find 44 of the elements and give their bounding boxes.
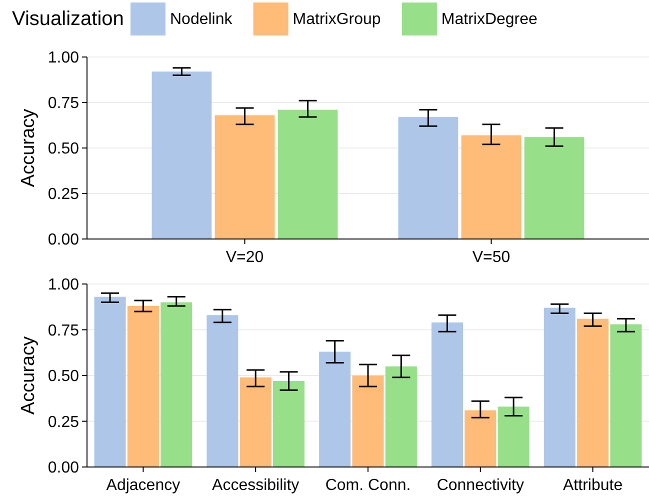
- y-tick-label: 1.00: [48, 276, 80, 294]
- bar: [127, 306, 159, 467]
- x-tick-label: Attribute: [563, 477, 623, 494]
- bar: [206, 315, 238, 467]
- bar: [160, 302, 192, 467]
- bar: [498, 406, 530, 467]
- y-tick-label: 0.50: [48, 140, 80, 158]
- bar: [385, 366, 417, 467]
- y-tick-label: 0.75: [48, 95, 80, 112]
- bar: [524, 137, 584, 239]
- legend-label: MatrixGroup: [292, 11, 381, 28]
- bar: [461, 135, 522, 239]
- bar: [610, 324, 642, 467]
- y-tick-label: 0.00: [48, 460, 80, 477]
- y-axis-title: Accuracy: [18, 108, 39, 188]
- bar: [240, 377, 272, 467]
- y-tick-label: 0.50: [48, 368, 80, 386]
- bar: [398, 117, 458, 239]
- bar: [278, 110, 338, 239]
- bar: [94, 296, 126, 467]
- y-tick-label: 0.25: [48, 186, 80, 204]
- legend-title: Visualization: [12, 8, 124, 30]
- y-tick-label: 1.00: [48, 50, 80, 67]
- bar: [214, 115, 275, 239]
- y-axis-title: Accuracy: [18, 336, 39, 415]
- legend-label: MatrixDegree: [441, 11, 538, 28]
- x-tick-label: V=50: [472, 249, 510, 266]
- x-tick-label: Adjacency: [106, 477, 180, 494]
- bar: [152, 72, 212, 239]
- bar: [544, 308, 576, 467]
- legend-label: Nodelink: [170, 11, 234, 28]
- bar: [273, 380, 305, 467]
- bar: [577, 318, 609, 467]
- y-tick-label: 0.00: [48, 232, 80, 249]
- y-tick-label: 0.75: [48, 322, 80, 340]
- x-tick-label: Accessibility: [212, 477, 300, 494]
- x-tick-label: V=20: [226, 249, 264, 266]
- x-tick-label: Com. Conn.: [325, 477, 411, 494]
- bar: [431, 322, 463, 467]
- x-tick-label: Connectivity: [436, 477, 524, 494]
- bar: [352, 376, 384, 467]
- bar: [464, 410, 496, 467]
- bar: [319, 352, 351, 467]
- y-tick-label: 0.25: [48, 414, 80, 431]
